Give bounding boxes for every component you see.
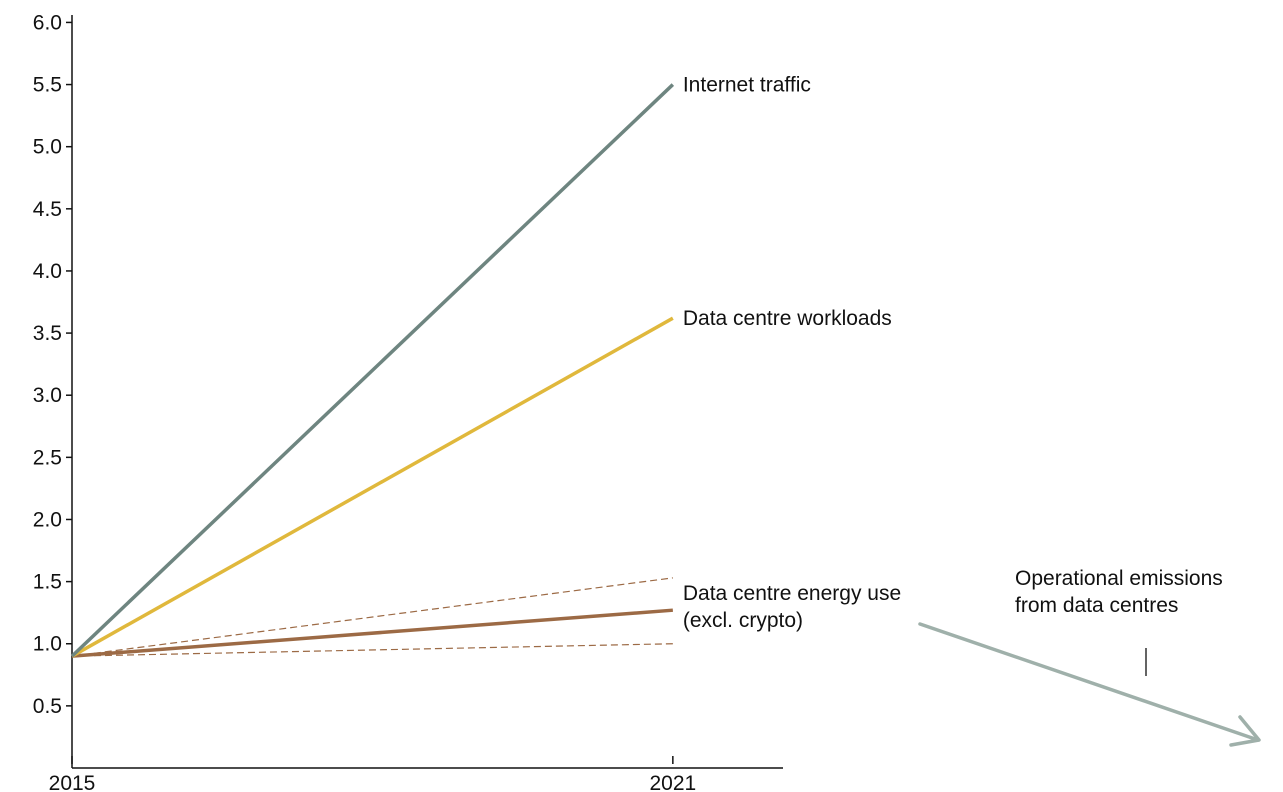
annotation-line1: Operational emissions bbox=[1015, 567, 1223, 590]
y-tick-label-5-0: 5.0 bbox=[33, 136, 62, 159]
series-line-internet-traffic bbox=[70, 83, 675, 658]
y-tick-label-4-0: 4.0 bbox=[33, 260, 62, 283]
emissions-arrow-shaft bbox=[918, 622, 1260, 742]
y-axis-ticks: 0.5 1.0 1.5 2.0 2.5 3.0 3.5 4.0 4.5 5.0 5.5 6.0 bbox=[33, 11, 72, 718]
axes bbox=[71, 15, 783, 769]
y-tick-label-4-5: 4.5 bbox=[33, 198, 62, 221]
emissions-annotation: Operational emissions from data centres bbox=[918, 567, 1261, 747]
series-label-data-centre-workloads: Data centre workloads bbox=[683, 307, 892, 330]
series-labels: Internet traffic Data centre workloads Dat… bbox=[683, 74, 901, 633]
series-label-data-centre-energy-use: Data centre energy use bbox=[683, 582, 901, 605]
y-tick-label-1-0: 1.0 bbox=[33, 633, 62, 656]
series-range-line-4 bbox=[71, 643, 673, 657]
series-range-line-3 bbox=[71, 577, 673, 657]
y-tick-label-2-0: 2.0 bbox=[33, 508, 62, 531]
y-tick-label-3-5: 3.5 bbox=[33, 322, 62, 345]
annotation-line2: from data centres bbox=[1015, 594, 1178, 617]
y-tick-label-3-0: 3.0 bbox=[33, 384, 62, 407]
x-tick-label-2015: 2015 bbox=[49, 772, 96, 792]
series-line-data-centre-energy-use bbox=[71, 608, 673, 658]
y-tick-label-2-5: 2.5 bbox=[33, 446, 62, 469]
series-line-data-centre-workloads bbox=[71, 316, 674, 658]
series-label-internet-traffic: Internet traffic bbox=[683, 74, 811, 97]
series-label-data-centre-energy-use-line2: (excl. crypto) bbox=[683, 609, 803, 632]
y-tick-label-1-5: 1.5 bbox=[33, 571, 62, 594]
y-tick-label-5-5: 5.5 bbox=[33, 74, 62, 97]
y-tick-label-6-0: 6.0 bbox=[33, 11, 62, 34]
x-tick-label-2021: 2021 bbox=[649, 772, 696, 792]
emissions-arrow-head bbox=[1229, 715, 1261, 747]
y-tick-label-0-5: 0.5 bbox=[33, 695, 62, 718]
series-lines bbox=[70, 83, 675, 658]
x-axis-ticks: 2015 2021 bbox=[49, 756, 696, 792]
